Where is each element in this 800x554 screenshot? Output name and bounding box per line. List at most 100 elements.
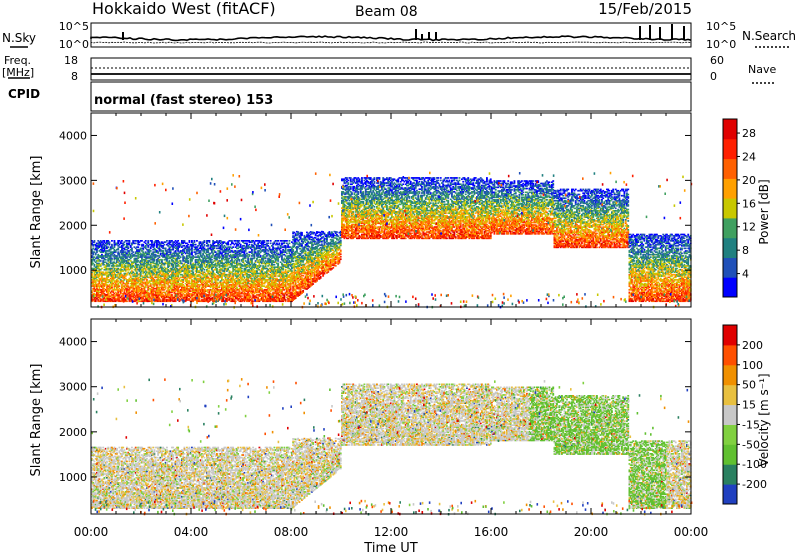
heatmap-cell <box>149 246 152 248</box>
heatmap-cell <box>98 265 101 267</box>
heatmap-cell <box>159 248 162 251</box>
heatmap-cell <box>106 240 108 242</box>
heatmap-cell <box>138 282 141 285</box>
heatmap-cell <box>118 252 121 255</box>
heatmap-cell <box>141 297 143 300</box>
heatmap-cell <box>218 256 221 258</box>
heatmap-cell <box>146 260 148 262</box>
heatmap-cell <box>161 263 163 266</box>
heatmap-cell <box>153 272 156 275</box>
heatmap-cell <box>174 279 177 281</box>
heatmap-cell <box>166 280 168 282</box>
heatmap-cell <box>94 290 97 292</box>
heatmap-cell <box>104 273 107 276</box>
heatmap-cell <box>92 281 95 284</box>
heatmap-cell <box>116 280 118 282</box>
heatmap-cell <box>141 287 143 290</box>
heatmap-cell <box>99 260 102 262</box>
heatmap-cell <box>129 255 132 257</box>
heatmap-cell <box>221 252 223 255</box>
heatmap-cell <box>166 251 168 253</box>
heatmap-cell <box>201 260 203 262</box>
heatmap-cell <box>194 281 197 284</box>
heatmap-cell <box>211 285 213 287</box>
heatmap-cell <box>131 282 133 285</box>
heatmap-cell <box>178 265 181 267</box>
heatmap-cell <box>189 285 192 287</box>
heatmap-cell <box>163 291 166 294</box>
heatmap-cell <box>106 267 108 270</box>
heatmap-cell <box>176 286 178 289</box>
heatmap-cell <box>171 240 173 242</box>
heatmap-cell <box>214 280 217 282</box>
heatmap-cell <box>153 280 156 282</box>
heatmap-cell <box>137 281 140 284</box>
heatmap-cell <box>114 267 117 270</box>
heatmap-cell <box>251 277 253 280</box>
heatmap-cell <box>158 299 161 301</box>
heatmap-cell <box>158 256 161 258</box>
heatmap-cell <box>154 287 157 290</box>
heatmap-cell <box>182 258 185 261</box>
heatmap-cell <box>168 256 171 258</box>
heatmap-cell <box>208 294 211 296</box>
heatmap-cell <box>91 275 93 277</box>
heatmap-cell <box>179 250 182 252</box>
heatmap-cell <box>109 267 112 270</box>
heatmap-cell <box>174 287 177 290</box>
heatmap-cell <box>202 267 205 270</box>
heatmap-cell <box>223 285 226 287</box>
heatmap-cell <box>203 247 206 250</box>
heatmap-cell <box>101 277 103 280</box>
heatmap-cell <box>168 242 171 245</box>
heatmap-cell <box>208 300 211 303</box>
heatmap-cell <box>191 265 193 267</box>
noise-search-label: N.Search <box>742 29 796 43</box>
heatmap-cell <box>123 251 126 253</box>
heatmap-cell <box>143 255 146 257</box>
heatmap-cell <box>103 300 106 303</box>
heatmap-cell <box>162 279 165 281</box>
heatmap-cell <box>162 300 165 303</box>
heatmap-cell <box>114 270 117 272</box>
heatmap-cell <box>143 299 146 301</box>
heatmap-cell <box>141 275 143 277</box>
heatmap-cell <box>227 243 230 246</box>
heatmap-cell <box>199 272 202 275</box>
heatmap-cell <box>163 300 166 303</box>
heatmap-cell <box>136 275 138 277</box>
heatmap-cell <box>222 281 225 284</box>
heatmap-cell <box>224 276 227 279</box>
nave-label: Nave <box>748 63 776 76</box>
heatmap-cell <box>194 285 197 287</box>
heatmap-cell <box>152 287 155 290</box>
heatmap-cell <box>203 291 206 294</box>
heatmap-cell <box>144 256 147 258</box>
heatmap-cell <box>164 262 167 265</box>
heatmap-cell <box>196 252 198 255</box>
heatmap-cell <box>181 285 183 287</box>
heatmap-cell <box>158 267 161 270</box>
heatmap-cell <box>214 287 217 290</box>
heatmap-cell <box>214 262 217 265</box>
heatmap-cell <box>174 245 177 247</box>
heatmap-cell <box>189 282 192 285</box>
heatmap-cell <box>221 272 223 275</box>
heatmap-cell <box>158 243 161 246</box>
heatmap-cell <box>146 252 148 255</box>
heatmap-cell <box>211 245 213 247</box>
heatmap-cell <box>188 255 191 257</box>
heatmap-cell <box>238 258 241 261</box>
heatmap-cell <box>184 290 187 292</box>
heatmap-cell <box>182 270 185 272</box>
heatmap-cell <box>98 300 101 303</box>
heatmap-cell <box>147 287 150 290</box>
heatmap-cell <box>178 246 181 248</box>
heatmap-cell <box>201 255 203 257</box>
heatmap-cell <box>186 246 188 248</box>
heatmap-cell <box>144 282 147 285</box>
heatmap-cell <box>219 281 222 284</box>
heatmap-cell <box>222 270 225 272</box>
heatmap-cell <box>197 289 200 291</box>
heatmap-cell <box>158 294 161 296</box>
